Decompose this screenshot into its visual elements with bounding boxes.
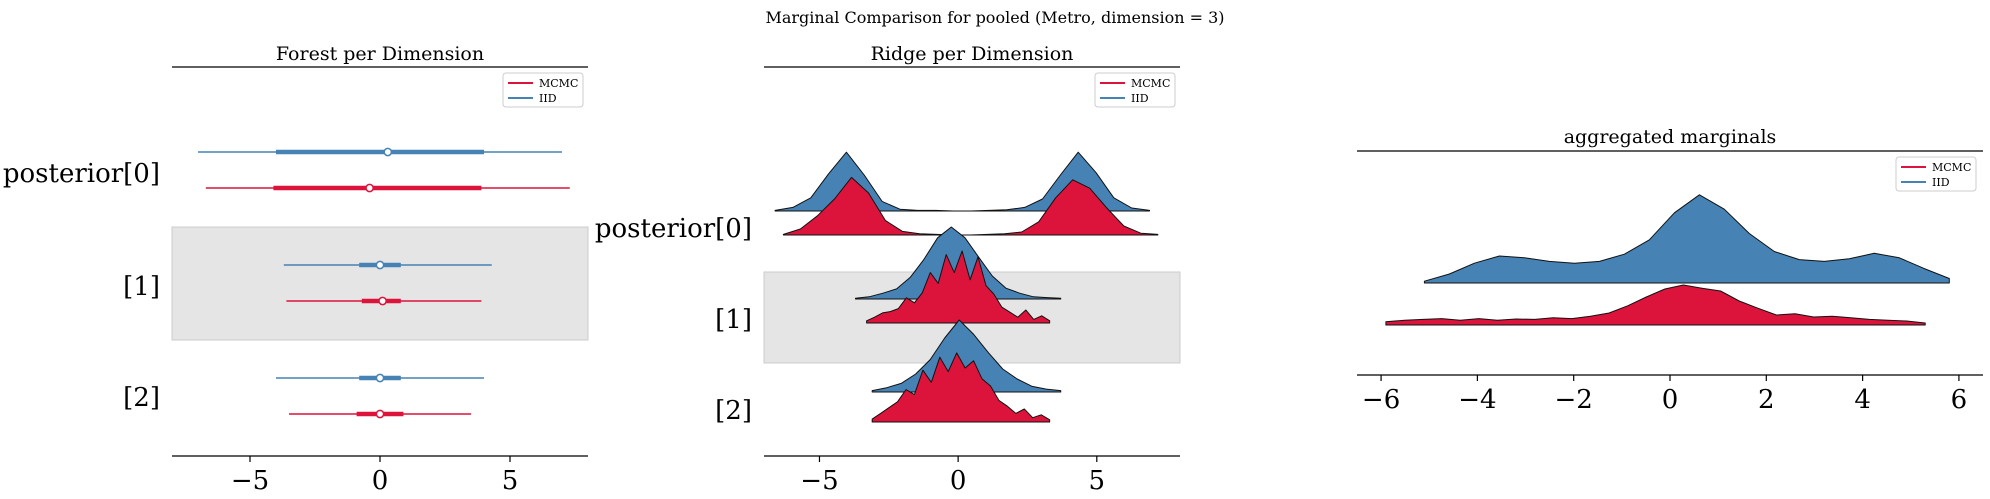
y-row-label: [2] bbox=[715, 396, 752, 426]
legend: MCMC IID bbox=[502, 72, 584, 108]
y-row-label: [1] bbox=[123, 272, 160, 302]
mcmc-median-point bbox=[365, 183, 374, 193]
iid-median-point bbox=[383, 147, 393, 157]
x-tick-label: 6 bbox=[1951, 385, 1968, 415]
panel-title: Ridge per Dimension bbox=[871, 43, 1074, 65]
legend-label-iid: IID bbox=[1131, 92, 1149, 105]
x-tick-label: −6 bbox=[1362, 385, 1400, 415]
panel-title: aggregated marginals bbox=[1564, 126, 1777, 148]
legend: MCMC IID bbox=[1895, 156, 1977, 192]
legend-label-mcmc: MCMC bbox=[539, 77, 578, 90]
x-tick-label: 0 bbox=[950, 466, 967, 496]
mcmc-ridge-density bbox=[866, 250, 1051, 324]
x-tick-label: −5 bbox=[231, 466, 269, 496]
x-tick-label: −5 bbox=[800, 466, 838, 496]
legend-label-iid: IID bbox=[1932, 176, 1950, 189]
iid-aggregated-density bbox=[1423, 194, 1950, 284]
y-row-label: posterior[0] bbox=[595, 214, 752, 244]
mcmc-median-point bbox=[378, 296, 387, 306]
x-tick-label: 0 bbox=[372, 466, 389, 496]
x-tick-label: 4 bbox=[1854, 385, 1871, 415]
y-row-label: posterior[0] bbox=[3, 159, 160, 189]
x-tick-label: −2 bbox=[1555, 385, 1593, 415]
x-tick-label: 5 bbox=[502, 466, 519, 496]
x-tick-label: 0 bbox=[1662, 385, 1679, 415]
y-row-label: [1] bbox=[715, 305, 752, 335]
mcmc-ridge-density bbox=[871, 352, 1051, 423]
x-tick-label: −4 bbox=[1458, 385, 1496, 415]
iid-ridge-density bbox=[871, 319, 1062, 393]
legend-label-mcmc: MCMC bbox=[1131, 77, 1170, 90]
legend-label-iid: IID bbox=[539, 92, 557, 105]
panel-title: Forest per Dimension bbox=[276, 43, 484, 65]
x-tick-label: 5 bbox=[1089, 466, 1106, 496]
row-highlight-band bbox=[171, 226, 589, 341]
iid-median-point bbox=[375, 373, 385, 383]
x-tick-label: 2 bbox=[1758, 385, 1775, 415]
legend-label-mcmc: MCMC bbox=[1932, 161, 1971, 174]
mcmc-aggregated-density bbox=[1385, 284, 1926, 326]
mcmc-median-point bbox=[375, 409, 385, 419]
y-row-label: [2] bbox=[123, 383, 160, 413]
figure-title: Marginal Comparison for pooled (Metro, d… bbox=[765, 8, 1224, 27]
legend: MCMC IID bbox=[1094, 72, 1176, 108]
iid-median-point bbox=[375, 260, 385, 270]
